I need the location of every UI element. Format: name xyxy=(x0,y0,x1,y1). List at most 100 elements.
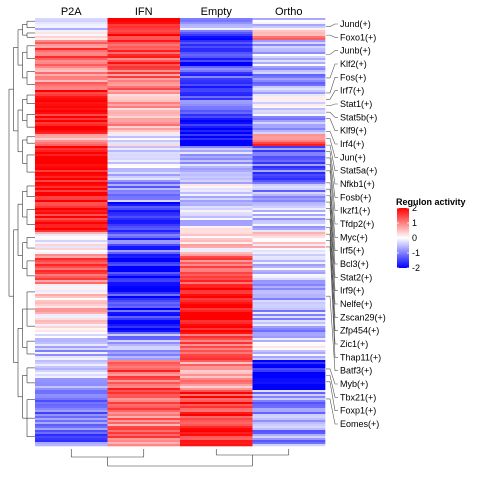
heatmap-cell xyxy=(107,384,181,387)
heatmap-cell xyxy=(252,124,326,127)
heatmap-cell xyxy=(35,252,108,255)
row-label-connector xyxy=(326,151,338,185)
heatmap-cell xyxy=(180,34,253,37)
heatmap-cell xyxy=(107,374,181,377)
row-label: Tfdp2(+) xyxy=(340,219,374,229)
heatmap-cell xyxy=(180,158,253,161)
heatmap-cell xyxy=(180,20,253,23)
heatmap-cell xyxy=(35,416,108,419)
heatmap-cell xyxy=(252,340,326,343)
heatmap-cell xyxy=(107,366,181,369)
heatmap-cell xyxy=(180,76,253,79)
heatmap-cell xyxy=(107,308,181,311)
heatmap-cell xyxy=(35,308,108,311)
heatmap-cell xyxy=(252,314,326,317)
row-label: Stat1(+) xyxy=(340,99,372,109)
heatmap-cell xyxy=(35,142,108,145)
row-label: Zfp454(+) xyxy=(340,326,379,336)
heatmap-cell xyxy=(107,318,181,321)
heatmap-cell xyxy=(107,350,181,353)
heatmap-cell xyxy=(107,70,181,73)
heatmap-cell xyxy=(107,102,181,105)
heatmap-cell xyxy=(107,306,181,309)
heatmap-cell xyxy=(35,224,108,227)
row-dendrogram xyxy=(8,20,35,438)
legend-colorbar xyxy=(397,208,409,268)
heatmap-cell xyxy=(107,176,181,179)
heatmap-cell xyxy=(35,160,108,163)
heatmap-cell xyxy=(107,398,181,401)
heatmap-cell xyxy=(35,326,108,329)
heatmap-cell xyxy=(35,278,108,281)
heatmap-cell xyxy=(107,246,181,249)
heatmap-cell xyxy=(252,56,326,59)
heatmap-cell xyxy=(252,376,326,379)
heatmap-cell xyxy=(252,410,326,413)
heatmap-cell xyxy=(35,176,108,179)
heatmap-cell xyxy=(107,174,181,177)
heatmap-cell xyxy=(252,80,326,83)
heatmap-cell xyxy=(180,166,253,169)
heatmap-cell xyxy=(35,350,108,353)
heatmap-cell xyxy=(252,274,326,277)
heatmap-cell xyxy=(35,88,108,91)
heatmap-cell xyxy=(107,240,181,243)
heatmap-cell xyxy=(107,196,181,199)
row-label-connector xyxy=(326,398,338,425)
heatmap-cell xyxy=(35,270,108,273)
heatmap-cell xyxy=(180,256,253,259)
heatmap-cell xyxy=(35,432,108,435)
heatmap-cell xyxy=(252,300,326,303)
heatmap-cell xyxy=(35,18,108,21)
heatmap-cell xyxy=(35,374,108,377)
heatmap-cell xyxy=(107,24,181,27)
heatmap-cell xyxy=(180,74,253,77)
heatmap-cell xyxy=(35,238,108,241)
heatmap-cell xyxy=(180,322,253,325)
heatmap-cell xyxy=(180,330,253,333)
row-label-connector xyxy=(326,157,338,198)
heatmap-cell xyxy=(107,296,181,299)
heatmap-cell xyxy=(180,96,253,99)
heatmap-cell xyxy=(180,98,253,101)
heatmap-cell xyxy=(35,428,108,431)
heatmap-cell xyxy=(252,122,326,125)
heatmap-cell xyxy=(35,364,108,367)
heatmap-cell xyxy=(107,298,181,301)
heatmap-cell xyxy=(35,192,108,195)
row-label: Nfkb1(+) xyxy=(340,179,375,189)
heatmap-cell xyxy=(107,378,181,381)
heatmap-cell xyxy=(252,358,326,361)
heatmap-cell xyxy=(35,392,108,395)
heatmap-cell xyxy=(252,86,326,89)
heatmap-cell xyxy=(180,392,253,395)
heatmap-cell xyxy=(35,100,108,103)
heatmap-cell xyxy=(107,212,181,215)
heatmap-cell xyxy=(107,200,181,203)
heatmap-cell xyxy=(180,184,253,187)
heatmap-cell xyxy=(180,54,253,57)
heatmap-cell xyxy=(252,206,326,209)
row-label-connector xyxy=(326,63,338,79)
row-label: Foxo1(+) xyxy=(340,32,376,42)
heatmap-cell xyxy=(180,172,253,175)
heatmap-cell xyxy=(180,250,253,253)
heatmap-cell xyxy=(107,92,181,95)
heatmap-cell xyxy=(180,238,253,241)
heatmap-cell xyxy=(35,352,108,355)
heatmap-cell xyxy=(252,372,326,375)
heatmap-cell xyxy=(35,194,108,197)
heatmap-cell xyxy=(252,188,326,191)
heatmap-cell xyxy=(252,430,326,433)
heatmap-cell xyxy=(180,236,253,239)
heatmap-cell xyxy=(107,316,181,319)
heatmap-cell xyxy=(252,168,326,171)
heatmap-cell xyxy=(35,216,108,219)
heatmap-cell xyxy=(180,198,253,201)
heatmap-cell xyxy=(180,428,253,431)
heatmap-cell xyxy=(180,92,253,95)
heatmap-cell xyxy=(35,28,108,31)
heatmap-cell xyxy=(180,170,253,173)
heatmap-cell xyxy=(107,22,181,25)
row-label: Irf7(+) xyxy=(340,86,364,96)
